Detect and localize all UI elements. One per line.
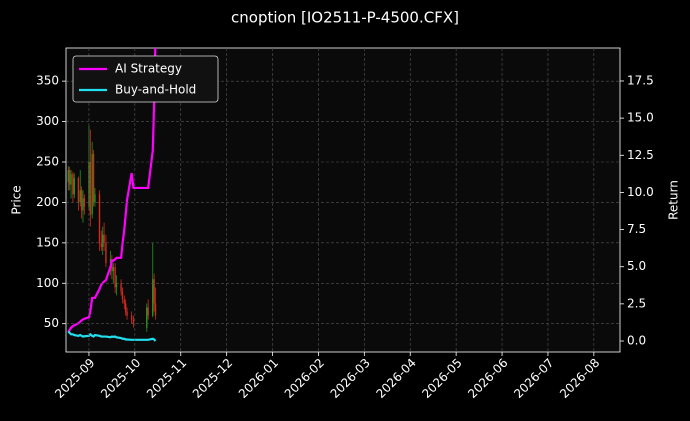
x-tick-label: 2026-05 — [419, 356, 464, 401]
candle-body — [154, 303, 157, 316]
candle-body — [153, 279, 155, 304]
y-tick-label: 50 — [44, 316, 59, 330]
candle-body — [91, 153, 93, 215]
y-tick-label: 300 — [36, 114, 59, 128]
candle-body — [146, 307, 148, 328]
y2-tick-label: 5.0 — [627, 259, 646, 273]
candle-body — [92, 153, 95, 203]
candle-body — [103, 234, 105, 243]
y2-tick-label: 2.5 — [627, 296, 646, 310]
candle-body — [114, 267, 116, 288]
candle-body — [109, 259, 112, 264]
x-tick-label: 2026-08 — [557, 356, 602, 401]
x-tick-label: 2026-03 — [328, 356, 373, 401]
candle-body — [126, 311, 128, 316]
line-series — [67, 330, 157, 342]
candle-body — [115, 283, 118, 288]
line-series — [67, 48, 157, 333]
candle-body — [120, 283, 122, 292]
candle-body — [98, 194, 101, 243]
y-tick-label: 250 — [36, 155, 59, 169]
candle-body — [152, 279, 154, 316]
x-tick-label: 2026-04 — [373, 356, 418, 401]
y2-tick-label: 15.0 — [627, 111, 654, 125]
y-tick-label: 100 — [36, 276, 59, 290]
legend-box — [72, 55, 219, 103]
candle-body — [89, 162, 92, 215]
candle-body — [72, 174, 74, 195]
candle-body — [102, 234, 104, 247]
y2-tick-label: 12.5 — [627, 148, 654, 162]
y-tick-label: 350 — [36, 74, 59, 88]
x-tick-label: 2025-12 — [190, 356, 235, 401]
y-tick-label: 200 — [36, 195, 59, 209]
plot-layer — [67, 48, 157, 342]
candle-body — [77, 178, 80, 203]
candle-body — [94, 194, 96, 203]
candle-body — [80, 190, 83, 211]
x-tick-label: 2026-06 — [465, 356, 510, 401]
candle-body — [124, 303, 127, 312]
y-tick-label: 150 — [36, 235, 59, 249]
candle-body — [68, 170, 71, 185]
candle-body — [130, 315, 133, 320]
x-tick-label: 2025-11 — [144, 356, 189, 401]
candle-body — [100, 242, 103, 247]
candle-body — [147, 307, 149, 316]
candle-body — [67, 170, 69, 183]
candle-body — [132, 319, 135, 324]
x-tick-label: 2026-07 — [511, 356, 556, 401]
candle-body — [73, 178, 75, 195]
y-axis-label: Price — [10, 185, 24, 214]
candle-body — [79, 190, 81, 203]
legend-label: Buy-and-Hold — [115, 83, 196, 97]
x-tick-label: 2026-01 — [236, 356, 281, 401]
y2-tick-label: 7.5 — [627, 222, 646, 236]
candle-body — [82, 198, 84, 211]
y2-tick-label: 17.5 — [627, 73, 654, 87]
y2-tick-label: 10.0 — [627, 185, 654, 199]
y2-tick-label: 0.0 — [627, 334, 646, 348]
x-tick-label: 2025-10 — [98, 356, 143, 401]
candle-body — [123, 299, 125, 304]
candle-body — [121, 291, 124, 300]
candle-body — [83, 198, 86, 207]
x-tick-label: 2025-09 — [52, 356, 97, 401]
x-tick-label: 2026-02 — [282, 356, 327, 401]
y2-axis-label: Return — [667, 180, 681, 220]
legend-label: AI Strategy — [115, 62, 182, 76]
candle-body — [105, 242, 107, 264]
candle-body — [70, 174, 72, 185]
chart-title: cnoption [IO2511-P-4500.CFX] — [231, 9, 459, 27]
candle-body — [112, 267, 114, 272]
